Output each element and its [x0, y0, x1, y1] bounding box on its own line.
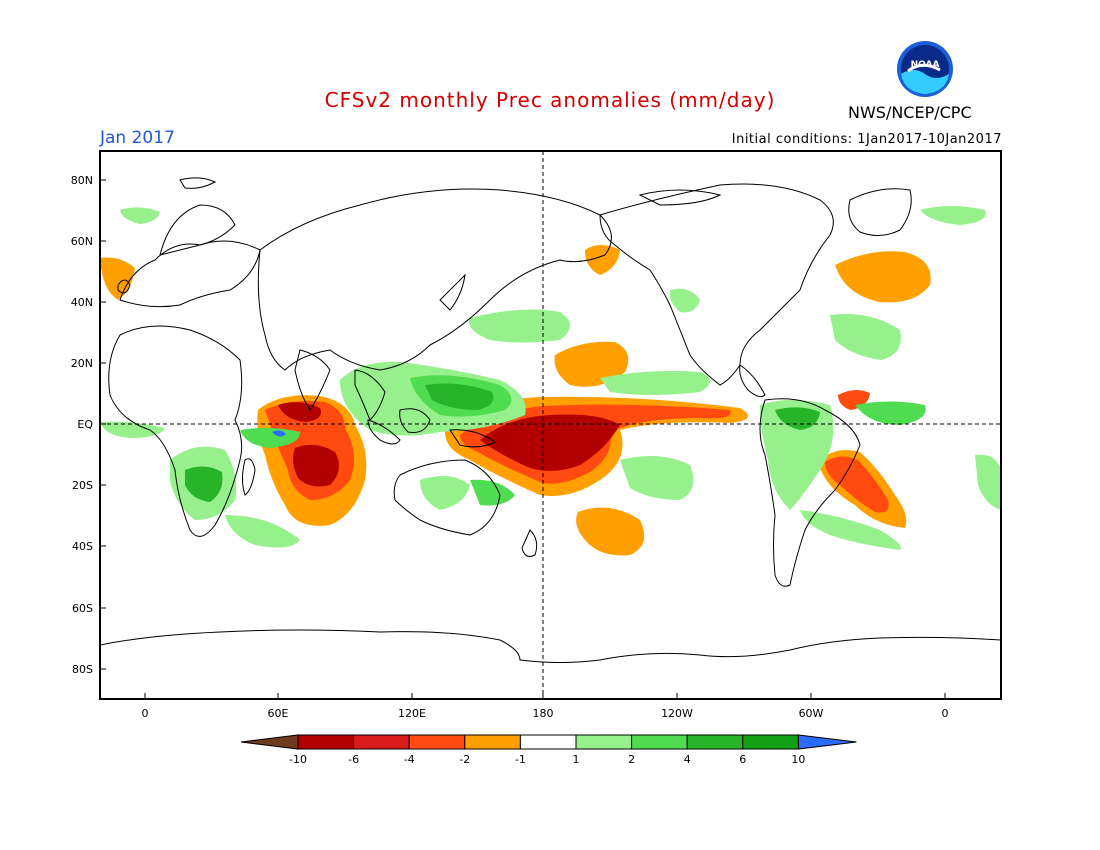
colorbar-label: -4: [404, 753, 415, 766]
colorbar-segment: [742, 734, 799, 750]
europe-dry: [100, 257, 135, 300]
lat-tick-label: 40N: [71, 296, 93, 309]
e-pacific-wet-band: [600, 370, 710, 395]
lat-tick-label: 60S: [72, 602, 93, 615]
coast-antarctica: [100, 629, 1001, 663]
lon-tick-label: 180: [533, 707, 554, 720]
lat-tick-label: EQ: [77, 418, 93, 431]
lat-tick-label: 60N: [71, 235, 93, 248]
colorbar-label: -2: [459, 753, 470, 766]
arabian-sea-dry: [278, 402, 321, 422]
indian-ocean-dry-strong: [293, 444, 339, 487]
noaa-logo: NOAA: [897, 41, 953, 97]
europe-wet: [120, 207, 160, 224]
coast-greenland: [848, 188, 912, 236]
lon-tick-label: 60W: [799, 707, 824, 720]
colorbar-arrow-high: [797, 734, 857, 750]
colorbar-segment: [408, 734, 466, 750]
colorbar-label: 2: [628, 753, 635, 766]
australia-wet: [420, 476, 470, 510]
north-pacific-dry: [554, 341, 629, 387]
coast-newguinea: [449, 429, 496, 448]
atlantic-wet-itcz: [855, 401, 926, 425]
indian-ocean-wet-band: [240, 427, 300, 448]
australia-east-wet: [470, 479, 515, 506]
w-pacific-wet-strong: [425, 383, 494, 410]
colorbar: -10 -6 -4 -2 -1 1 2 4 6 10: [240, 734, 857, 766]
colorbar-segment: [464, 734, 521, 750]
lat-tick-label: 80S: [72, 663, 93, 676]
n-pacific-wet-band: [469, 309, 570, 343]
map-title: CFSv2 monthly Prec anomalies (mm/day): [324, 88, 776, 112]
colorbar-segment: [575, 734, 633, 750]
atlantic-eq-wet: [100, 421, 165, 438]
coast-japan: [439, 273, 466, 311]
pacific-dry-strong: [480, 414, 620, 471]
lat-tick-label: 40S: [72, 540, 93, 553]
coast-uk: [117, 279, 131, 294]
colorbar-label: -6: [348, 753, 359, 766]
south-pacific-dry: [576, 507, 645, 556]
colorbar-label: 10: [791, 753, 805, 766]
coast-madagascar: [242, 458, 256, 496]
colorbar-segment: [353, 734, 410, 750]
bering-dry: [585, 245, 620, 275]
arctic-wet: [920, 206, 986, 225]
colorbar-arrow-low: [240, 734, 299, 750]
s-atlantic-wet: [800, 510, 901, 550]
colorbar-segment: [631, 734, 688, 750]
e-africa-wet: [975, 454, 1001, 510]
coast-svalbard: [179, 177, 217, 189]
n-atlantic-wet: [830, 314, 901, 360]
coast-borneo: [399, 408, 431, 433]
map-frame: [99, 150, 1002, 700]
lat-tick-label: 20S: [72, 479, 93, 492]
lat-tick-label: 20N: [71, 357, 93, 370]
colorbar-segment: [297, 734, 355, 750]
coast-india: [294, 349, 331, 411]
colorbar-label: 1: [573, 753, 580, 766]
axis-ticks: 80N 60N 40N 20N EQ 20S 40S 60S 80S 0 60E 120E 180 120…: [71, 174, 949, 720]
colorbar-label: 4: [684, 753, 691, 766]
coast-central-america: [739, 364, 766, 398]
lon-tick-label: 60E: [268, 707, 289, 720]
coast-indochina: [354, 369, 386, 421]
anomaly-shading: [100, 206, 1001, 556]
agency-label: NWS/NCEP/CPC: [848, 103, 972, 122]
south-atlantic-dry-strong: [825, 456, 889, 513]
north-atlantic-dry: [835, 251, 931, 303]
coast-australia: [393, 459, 501, 536]
spcz-wet: [620, 456, 694, 500]
coast-sumatra: [367, 419, 401, 445]
lon-tick-label: 0: [142, 707, 149, 720]
coast-arctic-islands: [638, 189, 722, 206]
colorbar-label: 6: [739, 753, 746, 766]
wet-extreme-spot: [272, 430, 286, 437]
coast-asia: [257, 188, 612, 371]
forecast-period: Jan 2017: [100, 128, 175, 148]
colorbar-label: -1: [515, 753, 526, 766]
svg-text:NOAA: NOAA: [911, 60, 940, 70]
lat-tick-label: 80N: [71, 174, 93, 187]
lon-tick-label: 120W: [661, 707, 693, 720]
n-america-wet: [669, 288, 700, 313]
coast-scandinavia: [159, 204, 236, 256]
lon-tick-label: 120E: [398, 707, 426, 720]
colorbar-label: -10: [289, 753, 307, 766]
s-indian-wet: [225, 515, 300, 548]
colorbar-segment: [519, 734, 577, 750]
initial-conditions: Initial conditions: 1Jan2017-10Jan2017: [731, 132, 1002, 147]
s-america-wet-weak: [760, 400, 834, 510]
coast-north-america: [599, 183, 834, 386]
coast-europe: [119, 240, 261, 308]
lon-tick-label: 0: [942, 707, 949, 720]
colorbar-segment: [686, 734, 744, 750]
africa-wet-strong: [185, 466, 223, 502]
coast-newzealand: [521, 529, 538, 557]
coast-south-america: [759, 398, 861, 587]
